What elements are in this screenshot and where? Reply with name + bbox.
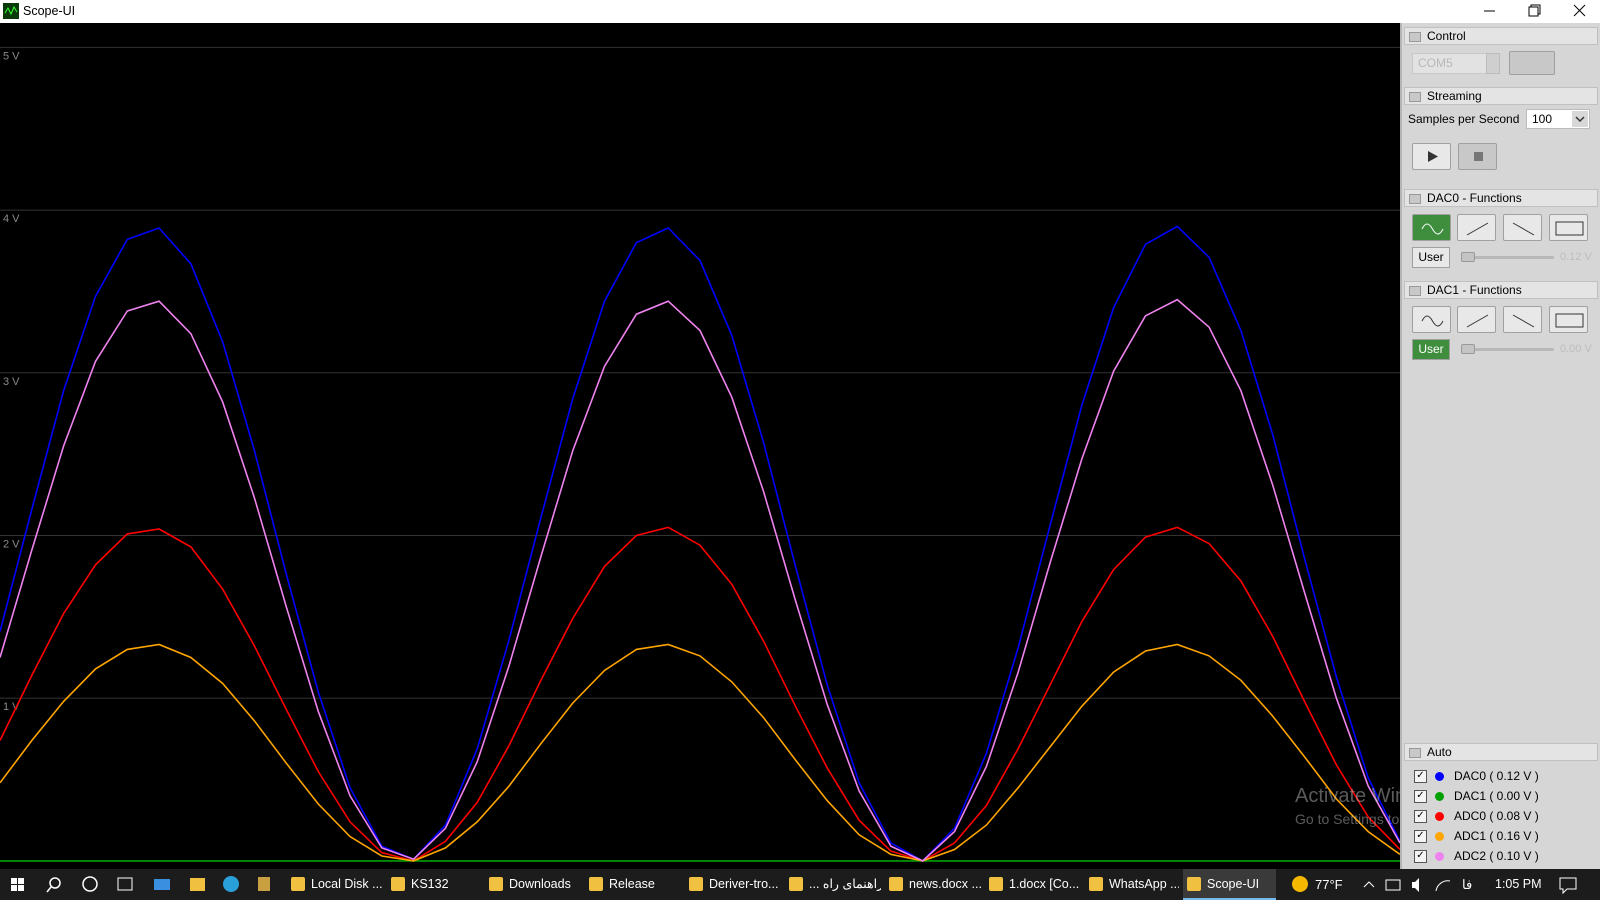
- sine-button[interactable]: [1412, 214, 1451, 241]
- input-language[interactable]: فا: [1462, 877, 1473, 892]
- play-button[interactable]: [1412, 143, 1451, 170]
- app-icon: [3, 3, 19, 19]
- port-select[interactable]: COM5: [1412, 53, 1500, 74]
- legend-swatch: [1435, 832, 1444, 842]
- task-button[interactable]: 1.docx [Co...: [985, 869, 1081, 900]
- legend-row: ✓ ADC2 ( 0.10 V ): [1414, 847, 1600, 865]
- waveform: [0, 298, 1400, 862]
- tray-icons[interactable]: [1360, 875, 1460, 895]
- legend-swatch: [1435, 792, 1444, 802]
- task-button[interactable]: Downloads: [485, 869, 581, 900]
- window-controls[interactable]: [1470, 0, 1600, 23]
- legend-row: ✓ ADC0 ( 0.08 V ): [1414, 807, 1600, 825]
- legend-swatch: [1435, 852, 1444, 862]
- slider-knob[interactable]: [1461, 252, 1475, 262]
- square-button[interactable]: [1549, 214, 1588, 241]
- task-button[interactable]: KS132: [387, 869, 481, 900]
- connect-button[interactable]: [1509, 51, 1555, 75]
- sine-button[interactable]: [1412, 306, 1451, 333]
- legend-checkbox[interactable]: ✓: [1414, 790, 1427, 804]
- clock[interactable]: 1:05 PM: [1495, 877, 1542, 891]
- stop-button[interactable]: [1458, 143, 1497, 170]
- rate-dropdown[interactable]: [1572, 111, 1588, 127]
- level-value: 0.12 V: [1560, 251, 1592, 263]
- legend-swatch: [1435, 812, 1444, 822]
- waveform: [0, 225, 1400, 862]
- level-slider[interactable]: [1462, 256, 1554, 259]
- side-panel: Control COM5 Streaming Samples per Secon…: [1400, 23, 1600, 869]
- legend-label: ADC2 ( 0.10 V ): [1454, 849, 1539, 863]
- section-header[interactable]: DAC1 - Functions: [1404, 281, 1598, 299]
- section-header[interactable]: Streaming: [1404, 87, 1598, 105]
- user-button[interactable]: User: [1412, 247, 1450, 268]
- task-button[interactable]: WhatsApp ...: [1085, 869, 1179, 900]
- section-header[interactable]: Control: [1404, 27, 1598, 45]
- legend-label: DAC0 ( 0.12 V ): [1454, 769, 1539, 783]
- scope-plot: 1 V 2 V 3 V 4 V 5 V: [0, 23, 1400, 869]
- window-title: Scope-UI: [23, 4, 76, 18]
- y-tick-label: 1 V: [3, 701, 20, 713]
- ramp-down-button[interactable]: [1503, 214, 1542, 241]
- legend-swatch: [1435, 772, 1444, 782]
- ramp-up-button[interactable]: [1457, 214, 1496, 241]
- legend-checkbox[interactable]: ✓: [1414, 830, 1427, 844]
- port-dropdown[interactable]: [1486, 53, 1500, 74]
- legend-checkbox[interactable]: ✓: [1414, 810, 1427, 824]
- square-button[interactable]: [1549, 306, 1588, 333]
- taskbar: Local Disk ... KS132 Downloads Release Deriv…: [0, 869, 1600, 900]
- weather-icon: [1292, 876, 1308, 892]
- level-value: 0.00 V: [1560, 343, 1592, 355]
- section-header[interactable]: DAC0 - Functions: [1404, 189, 1598, 207]
- legend-label: ADC0 ( 0.08 V ): [1454, 809, 1539, 823]
- waveform: [0, 643, 1400, 862]
- weather: 77°F: [1315, 877, 1343, 892]
- slider-knob[interactable]: [1461, 344, 1475, 354]
- legend-row: ✓ ADC1 ( 0.16 V ): [1414, 827, 1600, 845]
- user-button[interactable]: User: [1412, 339, 1450, 360]
- y-tick-label: 4 V: [3, 213, 20, 225]
- taskbar-icons[interactable]: [0, 869, 270, 900]
- level-slider[interactable]: [1462, 348, 1554, 351]
- legend-label: DAC1 ( 0.00 V ): [1454, 789, 1539, 803]
- legend-row: ✓ DAC0 ( 0.12 V ): [1414, 767, 1600, 785]
- legend-checkbox[interactable]: ✓: [1414, 850, 1427, 864]
- task-button[interactable]: Deriver-tro...: [685, 869, 781, 900]
- y-tick-label: 2 V: [3, 538, 20, 550]
- legend-label: ADC1 ( 0.16 V ): [1454, 829, 1539, 843]
- section-header[interactable]: Auto: [1404, 743, 1598, 761]
- legend-checkbox[interactable]: ✓: [1414, 770, 1427, 784]
- task-button[interactable]: ... راهنمای راه: [785, 869, 881, 900]
- ramp-down-button[interactable]: [1503, 306, 1542, 333]
- ramp-up-button[interactable]: [1457, 306, 1496, 333]
- task-button[interactable]: Release: [585, 869, 681, 900]
- y-tick-label: 5 V: [3, 50, 20, 62]
- task-button[interactable]: Local Disk ...: [287, 869, 383, 900]
- task-button[interactable]: news.docx ...: [885, 869, 981, 900]
- task-button[interactable]: Scope-UI: [1183, 869, 1276, 900]
- title-bar: Scope-UI: [0, 0, 1600, 23]
- notification-icon[interactable]: [1558, 875, 1578, 895]
- y-tick-label: 3 V: [3, 376, 20, 388]
- rate-label: Samples per Second: [1408, 112, 1520, 126]
- legend-row: ✓ DAC1 ( 0.00 V ): [1414, 787, 1600, 805]
- waveform: [0, 526, 1400, 862]
